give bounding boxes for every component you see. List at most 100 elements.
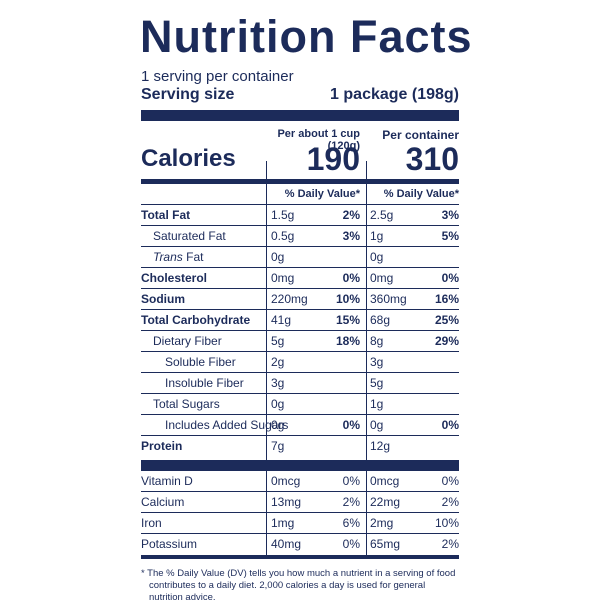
- nutrient-name: Protein: [141, 439, 183, 453]
- nutrient-row: Total Sugars 0g 1g: [141, 394, 459, 415]
- nutrient-name: Total Sugars: [153, 397, 220, 411]
- amount-col2: 0mcg: [370, 474, 400, 488]
- amount-col2: 1g: [370, 229, 384, 243]
- nutrient-row: Sodium 220mg 10% 360mg 16%: [141, 289, 459, 310]
- vitamin-row: Calcium 13mg 2% 22mg 2%: [141, 492, 459, 513]
- vitamin-row: Vitamin D 0mcg 0% 0mcg 0%: [141, 471, 459, 492]
- amount-col2: 0g: [370, 418, 384, 432]
- vitamin-name: Vitamin D: [141, 474, 193, 488]
- dv-col1: 18%: [335, 334, 360, 348]
- nutrient-row: Cholesterol 0mg 0% 0mg 0%: [141, 268, 459, 289]
- serving-size-row: Serving size 1 package (198g): [141, 85, 459, 105]
- thick-rule-vitamins: [141, 460, 459, 471]
- dv-col1: 0%: [342, 537, 360, 551]
- dv-col2: 5%: [441, 229, 459, 243]
- col2-header: Per container: [382, 128, 459, 142]
- vitamin-row: Potassium 40mg 0% 65mg 2%: [141, 534, 459, 555]
- dv-col1: 0%: [342, 418, 360, 432]
- row-divider: [141, 533, 459, 534]
- row-divider: [141, 491, 459, 492]
- medium-rule: [141, 179, 459, 184]
- column-headers: Per about 1 cup (120g) Per container: [141, 121, 459, 152]
- amount-col1: 1.5g: [271, 208, 295, 222]
- dv-col1: 0%: [342, 474, 360, 488]
- footnote-line-1: * The % Daily Value (DV) tells you how m…: [141, 568, 456, 579]
- thick-rule: [141, 110, 459, 121]
- footnote: * The % Daily Value (DV) tells you how m…: [141, 568, 459, 604]
- dv-col1: 2%: [342, 495, 360, 509]
- dv-col2: 3%: [441, 208, 459, 222]
- amount-col1: 13mg: [271, 495, 302, 509]
- nutrient-name-rest: Fat: [182, 250, 204, 264]
- nutrient-name: Saturated Fat: [153, 229, 226, 243]
- dv-col1: 15%: [335, 313, 360, 327]
- nutrient-name: Includes Added Sugars: [165, 418, 289, 432]
- nutrient-row: Insoluble Fiber 3g 5g: [141, 373, 459, 394]
- nutrient-row: Includes Added Sugars 0g 0% 0g 0%: [141, 415, 459, 436]
- dv-col2: 25%: [434, 313, 459, 327]
- row-divider: [141, 393, 459, 394]
- calories-row: Calories 190 310: [141, 143, 459, 175]
- amount-col1: 1mg: [271, 516, 295, 530]
- dv-col2: 2%: [441, 537, 459, 551]
- nutrient-row: Dietary Fiber 5g 18% 8g 29%: [141, 331, 459, 352]
- amount-col1: 220mg: [271, 292, 308, 306]
- nutrient-name: Sodium: [141, 292, 185, 306]
- amount-col2: 360mg: [370, 292, 407, 306]
- row-divider: [141, 204, 459, 205]
- dv-col2: 16%: [434, 292, 459, 306]
- nutrition-label: Nutrition Facts 1 serving per container …: [140, 11, 473, 604]
- amount-col1: 0g: [271, 418, 285, 432]
- vitamin-name: Potassium: [141, 537, 198, 551]
- amount-col2: 1g: [370, 397, 384, 411]
- amount-col1: 0mg: [271, 271, 295, 285]
- servings-per-container: 1 serving per container: [141, 68, 294, 85]
- nutrient-name: Soluble Fiber: [165, 355, 236, 369]
- row-divider: [141, 288, 459, 289]
- nutrient-row: Protein 7g 12g: [141, 436, 459, 457]
- amount-col2: 12g: [370, 439, 391, 453]
- amount-col2: 5g: [370, 376, 384, 390]
- amount-col1: 2g: [271, 355, 285, 369]
- row-divider: [141, 435, 459, 436]
- nutrient-name-italic: Trans: [153, 250, 183, 264]
- nutrient-name: Insoluble Fiber: [165, 376, 244, 390]
- nutrient-row: Soluble Fiber 2g 3g: [141, 352, 459, 373]
- amount-col2: 2.5g: [370, 208, 394, 222]
- amount-col2: 0g: [370, 250, 384, 264]
- amount-col2: 65mg: [370, 537, 401, 551]
- calories-col2: 310: [405, 141, 459, 177]
- bottom-rule: [141, 555, 459, 559]
- row-divider: [141, 414, 459, 415]
- nutrient-rows: Total Fat 1.5g 2% 2.5g 3% Saturated Fat 0.5g 3%…: [141, 205, 459, 457]
- dv-col1: 10%: [335, 292, 360, 306]
- vitamin-name: Calcium: [141, 495, 185, 509]
- nutrient-name: Cholesterol: [141, 271, 208, 285]
- amount-col1: 7g: [271, 439, 285, 453]
- nutrient-row: Total Carbohydrate 41g 15% 68g 25%: [141, 310, 459, 331]
- col1-header: Per about 1 cup (120g): [277, 128, 360, 152]
- nutrient-name: Dietary Fiber: [153, 334, 222, 348]
- nutrient-row: Saturated Fat 0.5g 3% 1g 5%: [141, 226, 459, 247]
- nutrient-row: Total Fat 1.5g 2% 2.5g 3%: [141, 205, 459, 226]
- dv-col1: 3%: [342, 229, 360, 243]
- row-divider: [141, 267, 459, 268]
- nutrient-row: Trans Fat 0g 0g: [141, 247, 459, 268]
- dv-col2: 2%: [441, 495, 459, 509]
- column-divider-1: [266, 161, 267, 555]
- dv-col1: 0%: [342, 271, 360, 285]
- amount-col2: 2mg: [370, 516, 394, 530]
- row-divider: [141, 512, 459, 513]
- amount-col1: 3g: [271, 376, 285, 390]
- vitamin-rows: Vitamin D 0mcg 0% 0mcg 0% Calcium 13mg 2% 22mg 2%…: [141, 471, 459, 555]
- column-divider-2: [366, 161, 367, 555]
- row-divider: [141, 351, 459, 352]
- amount-col1: 5g: [271, 334, 285, 348]
- amount-col1: 0g: [271, 397, 285, 411]
- amount-col1: 41g: [271, 313, 292, 327]
- dv-header-col2: % Daily Value*: [383, 188, 459, 200]
- dv-col1: 2%: [342, 208, 360, 222]
- label-title: Nutrition Facts: [140, 11, 473, 62]
- serving-size-value: 1 package (198g): [330, 86, 459, 103]
- amount-col2: 22mg: [370, 495, 401, 509]
